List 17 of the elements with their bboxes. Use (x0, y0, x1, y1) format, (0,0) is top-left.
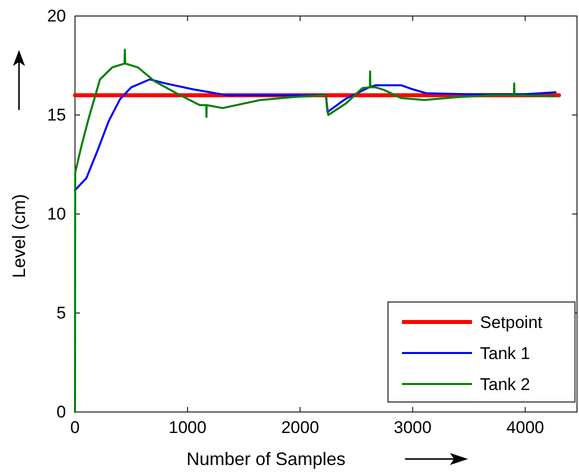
y-tick-label: 0 (56, 402, 66, 422)
legend-label: Tank 1 (480, 344, 530, 363)
y-axis-title: Level (cm) (9, 194, 29, 278)
line-series (74, 78, 557, 192)
y-tick-label: 10 (47, 204, 66, 224)
x-tick-label: 4000 (506, 418, 544, 438)
legend-label: Tank 2 (480, 375, 530, 394)
x-tick-label: 3000 (394, 418, 432, 438)
y-tick-label: 15 (47, 105, 66, 124)
y-tick-label: 20 (47, 6, 66, 26)
x-tick-label: 0 (70, 418, 80, 438)
x-tick-label: 1000 (168, 418, 206, 438)
line-series (74, 48, 557, 413)
x-axis-title: Number of Samples (186, 449, 346, 469)
legend-label: Setpoint (480, 313, 543, 332)
y-tick-label: 5 (56, 303, 66, 322)
x-tick-label: 2000 (281, 418, 320, 438)
